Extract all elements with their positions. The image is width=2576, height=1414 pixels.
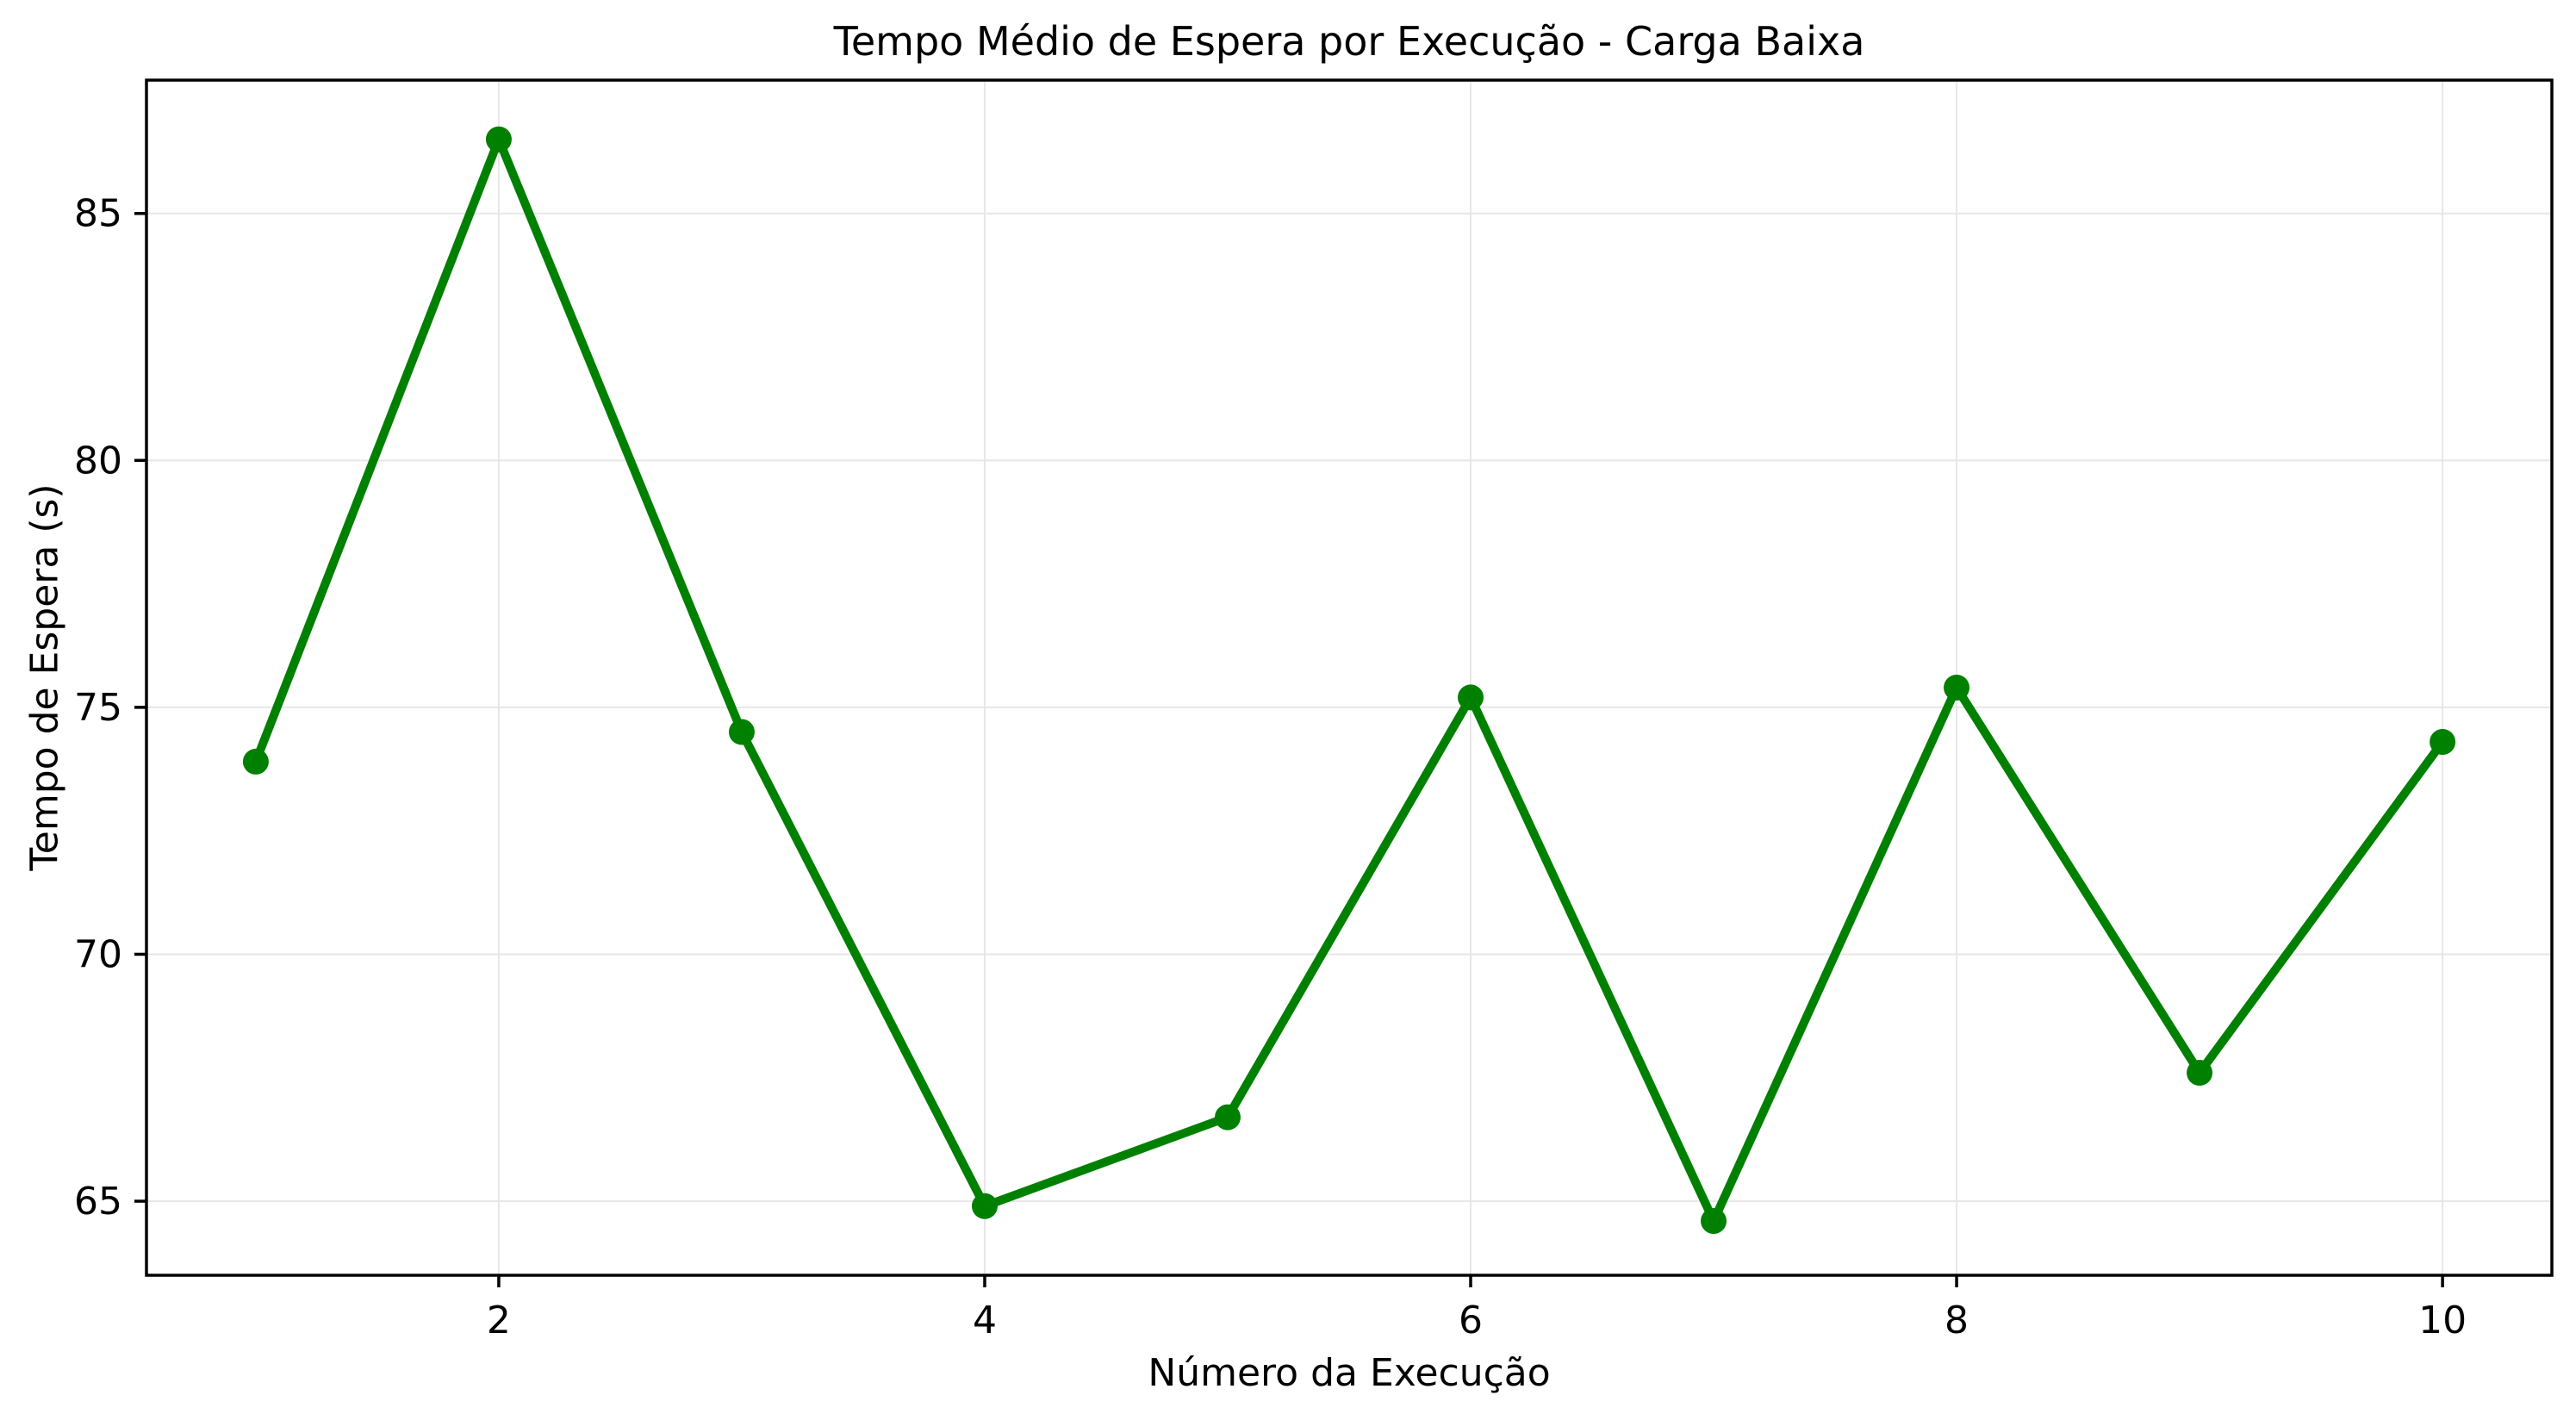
plot-border [145, 78, 2554, 1277]
chart-title: Tempo Médio de Espera por Execução - Car… [833, 18, 1865, 65]
x-tick-label: 2 [487, 1299, 511, 1342]
y-axis-label: Tempo de Espera (s) [22, 483, 67, 871]
x-axis-label: Número da Execução [1148, 1351, 1551, 1395]
data-point [2187, 1060, 2213, 1087]
x-tick-label: 4 [973, 1299, 997, 1342]
data-point [971, 1193, 998, 1219]
data-point [1214, 1104, 1241, 1131]
y-tick-label: 65 [74, 1180, 122, 1224]
series-line [251, 134, 2448, 1225]
data-point [728, 719, 755, 745]
y-tick-label: 80 [74, 439, 122, 483]
data-point [242, 748, 269, 775]
y-tick-label: 75 [74, 686, 122, 730]
y-tick-label: 85 [74, 192, 122, 236]
y-tick-label: 70 [74, 932, 122, 976]
data-series [242, 126, 2456, 1234]
x-tick-label: 10 [2418, 1299, 2467, 1342]
x-tick-label: 8 [1944, 1299, 1969, 1342]
axis-ticks [134, 211, 2444, 1287]
x-tick-label: 6 [1459, 1299, 1483, 1342]
data-point [1701, 1207, 1727, 1234]
data-point [1944, 674, 1970, 701]
data-point [485, 126, 512, 153]
data-point [1458, 684, 1484, 711]
axis-tick-labels: 2 4 6 8 10 65 70 75 80 85 [74, 192, 2467, 1342]
data-point [2430, 729, 2456, 756]
gridlines [146, 80, 2552, 1275]
